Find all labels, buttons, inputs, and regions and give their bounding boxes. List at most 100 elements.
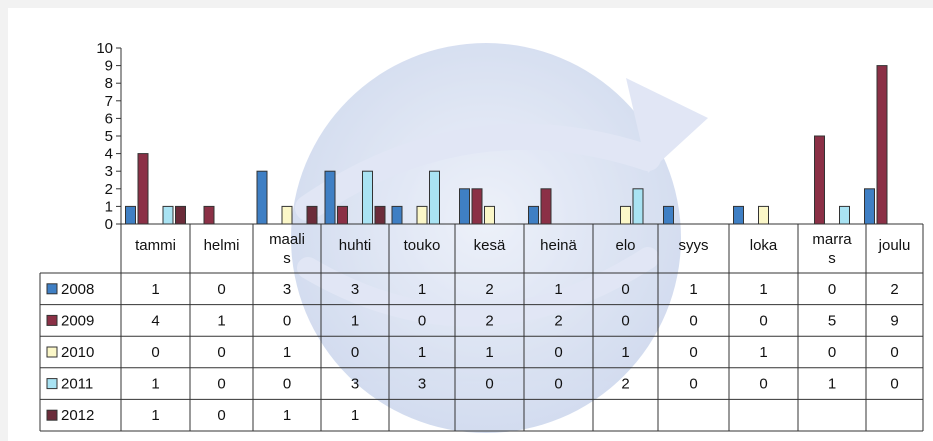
data-label: 1 [418,281,426,298]
bar-2009-huhti [337,205,348,225]
bar-2010-touko [416,205,428,225]
bar-2012-tammi [175,205,186,225]
data-label: 0 [689,312,697,329]
data-label: 0 [759,312,767,329]
data-label: 2 [485,281,493,298]
bar-2011-marras [839,205,850,225]
x-tick-label: syys [679,237,709,254]
bar-2012-huhti [374,205,386,225]
data-label: 0 [283,376,291,393]
bar-2009-joulu [876,65,888,225]
data-label: 1 [151,407,159,424]
y-tick-label: 8 [105,75,113,92]
bar-2011-huhti [362,170,373,225]
x-tick-label: huhti [339,237,372,254]
data-label: 2 [485,312,493,329]
bar-2012-maalis [306,205,318,225]
y-tick-label: 2 [105,181,113,198]
data-label: 0 [217,376,225,393]
data-label: 1 [759,281,767,298]
data-label: 4 [151,312,159,329]
bar-2011-elo [632,188,644,225]
data-label: 0 [689,344,697,361]
bar-2009-kesä [471,188,483,225]
legend-label: 2011 [61,376,93,393]
bar-2010-loka [758,205,769,225]
data-label: 3 [351,281,359,298]
data-label: 1 [351,407,359,424]
legend-swatch-2011 [46,378,58,390]
x-tick-label: helmi [204,237,240,254]
data-label: 0 [828,344,836,361]
data-label: 1 [554,281,562,298]
data-label: 0 [890,376,898,393]
data-label: 0 [689,376,697,393]
chart-card: 0 1 2 3 4 5 6 7 8 9 10 tammi helmi maali s huhti touko k… [8,8,933,441]
x-tick-label: joulu [878,237,911,254]
data-label: 0 [217,344,225,361]
data-label: 1 [828,376,836,393]
y-tick-label: 5 [105,128,113,145]
data-label: 1 [485,344,493,361]
data-label: 1 [621,344,629,361]
data-label: 3 [283,281,291,298]
x-tick-label: marra s [812,231,852,267]
bar-2008-loka [733,205,744,225]
bar-2008-joulu [864,188,875,225]
data-label: 1 [283,344,291,361]
data-label: 2 [890,281,898,298]
bar-2008-tammi [125,205,136,225]
x-tick-label: maali s [269,231,305,267]
bar-2008-syys [663,205,674,225]
data-label: 0 [828,281,836,298]
x-tick-label: elo [615,237,635,254]
bar-2011-tammi [162,205,174,225]
data-label: 0 [554,376,562,393]
data-label: 0 [418,312,426,329]
data-label: 1 [217,312,225,329]
x-tick-label: heinä [540,237,577,254]
x-tick-label: loka [750,237,778,254]
data-label: 1 [759,344,767,361]
legend-label: 2010 [61,344,94,361]
data-label: 0 [217,281,225,298]
x-tick-label: tammi [135,237,176,254]
x-tick-label: kesä [474,237,506,254]
legend-swatch-2012 [46,409,58,421]
data-label: 3 [418,376,426,393]
y-tick-label: 10 [96,40,113,57]
data-label: 2 [621,376,629,393]
y-tick-label: 4 [105,146,113,163]
data-label: 0 [759,376,767,393]
x-tick-label: touko [404,237,441,254]
y-tick-label: 6 [105,110,113,127]
legend-label: 2008 [61,281,94,298]
bar-2008-kesä [459,188,470,225]
bar-2008-touko [391,205,403,225]
data-label: 1 [689,281,697,298]
data-label: 0 [151,344,159,361]
bar-2009-helmi [203,205,215,225]
bar-2011-touko [429,170,440,225]
bar-2010-kesä [484,205,495,225]
legend-swatch-2008 [46,283,58,295]
y-tick-label: 7 [105,93,113,110]
data-label: 1 [151,376,159,393]
bar-2008-huhti [324,170,336,225]
data-label: 2 [554,312,562,329]
data-label: 9 [890,312,898,329]
data-label: 1 [151,281,159,298]
legend-label: 2012 [61,407,94,424]
data-label: 1 [351,312,359,329]
data-label: 1 [418,344,426,361]
bar-2009-heinä [540,188,552,225]
data-label: 3 [351,376,359,393]
bar-2009-marras [814,135,825,225]
bar-2009-tammi [137,153,149,225]
data-label: 0 [217,407,225,424]
data-label: 0 [485,376,493,393]
data-label: 0 [283,312,291,329]
data-label: 5 [828,312,836,329]
data-label: 0 [351,344,359,361]
